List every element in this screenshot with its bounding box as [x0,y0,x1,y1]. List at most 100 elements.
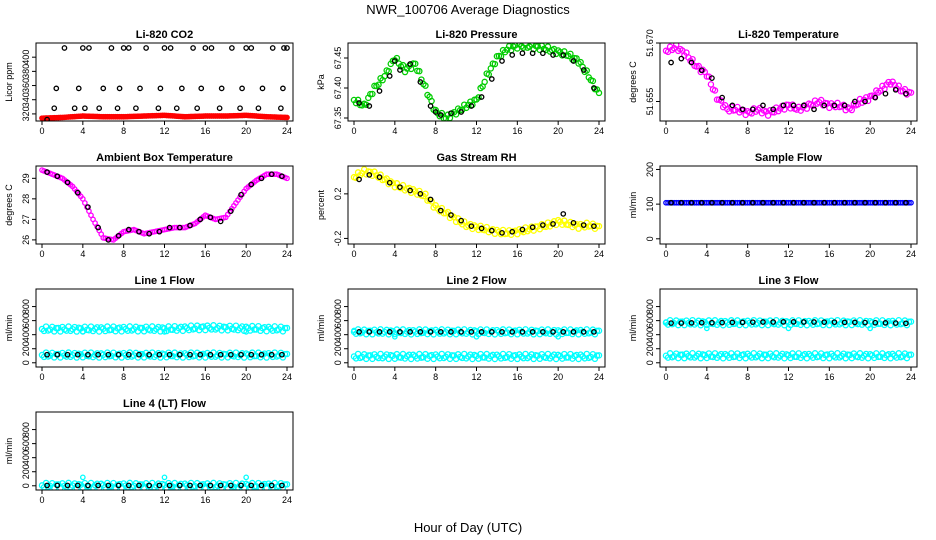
data-point [663,319,669,325]
series-cyan-low [38,479,291,490]
data-point [179,85,185,92]
y-tick-label: 400 [21,50,31,65]
data-point [190,45,196,51]
y-tick-label: 600 [645,313,655,328]
x-tick-label: 20 [241,495,251,505]
data-point [739,106,746,113]
series-cyan-low [662,350,915,362]
data-point [695,62,702,70]
data-point [811,106,817,113]
data-point [228,482,234,489]
data-point [595,352,603,359]
data-point [678,55,685,62]
y-axis-label: ml/min [4,438,14,465]
panel-title: Ambient Box Temperature [96,152,233,164]
data-point [709,199,715,206]
data-point [790,102,797,109]
data-point [764,112,772,119]
data-point [790,319,797,325]
x-tick-label: 0 [663,372,668,382]
data-point [499,58,505,64]
data-point [821,319,828,326]
data-point [229,45,235,51]
data-point [238,351,244,358]
data-point [176,224,183,231]
data-point [100,85,107,92]
data-point [595,89,603,97]
data-point [136,482,142,489]
data-point [166,482,173,489]
data-point [448,212,454,218]
data-point [862,199,868,206]
plot-area [350,326,603,363]
data-point [719,94,725,101]
data-point [115,482,122,489]
data-point [437,112,444,118]
data-point [173,105,180,112]
data-point [237,105,243,112]
data-point [216,105,223,112]
data-point [519,226,526,233]
data-point [555,333,562,340]
y-tick-label: 600 [333,313,343,328]
y-tick-label: 800 [21,422,31,437]
y-tick-label: 0 [645,360,655,365]
y-tick-label: 320 [21,106,31,121]
data-point [120,45,127,51]
data-point [137,85,143,92]
x-tick-label: 24 [282,372,292,382]
panel-title: Li-820 CO2 [136,29,193,41]
data-point [228,208,234,215]
data-point [217,482,224,489]
series-outliers [351,327,562,340]
data-point [218,85,225,92]
data-point [478,94,485,100]
panel-4: Gas Stream RH 0 4 8 12 16 20 24 -0.2 0.2 percent [316,152,606,259]
series-cyan-high [350,326,603,338]
data-point [749,319,756,326]
data-point [485,71,492,78]
panel-title: Li-820 Temperature [738,29,839,41]
series-outliers [79,329,250,335]
x-tick-label: 8 [745,249,750,259]
x-tick-label: 24 [282,249,292,259]
data-point [208,45,215,51]
data-point [75,85,82,92]
x-tick-label: 8 [121,249,126,259]
data-point [688,199,695,206]
data-point [468,223,475,230]
data-point [488,76,495,82]
data-point [770,319,777,325]
y-tick-label: 340 [21,92,31,107]
data-point [760,102,766,109]
data-point [64,179,71,186]
x-tick-label: 8 [121,372,126,382]
data-point [422,82,429,89]
data-point [156,482,163,489]
data-point [95,482,101,489]
y-tick-label: 0 [21,483,31,488]
data-point [268,171,275,178]
data-point [54,173,61,180]
data-point [202,45,209,51]
data-point [811,319,817,325]
panel-2: Li-820 Temperature 0 4 8 12 16 20 24 51.655 51.67… [628,29,918,136]
series-continuous [662,43,915,119]
data-point [279,482,285,489]
data-point [841,102,848,109]
x-tick-label: 24 [594,126,604,136]
x-tick-label: 16 [200,126,210,136]
data-point [749,106,756,113]
data-point [194,105,201,112]
plot-frame [35,411,294,491]
data-point [278,105,284,112]
x-tick-label: 16 [200,372,210,382]
series-cyan-high [38,322,291,335]
panel-title: Li-820 Pressure [436,29,518,41]
data-point [668,59,674,66]
series-reference [668,55,909,113]
plot-area [663,199,914,206]
data-point [362,101,370,109]
data-point [155,105,162,112]
